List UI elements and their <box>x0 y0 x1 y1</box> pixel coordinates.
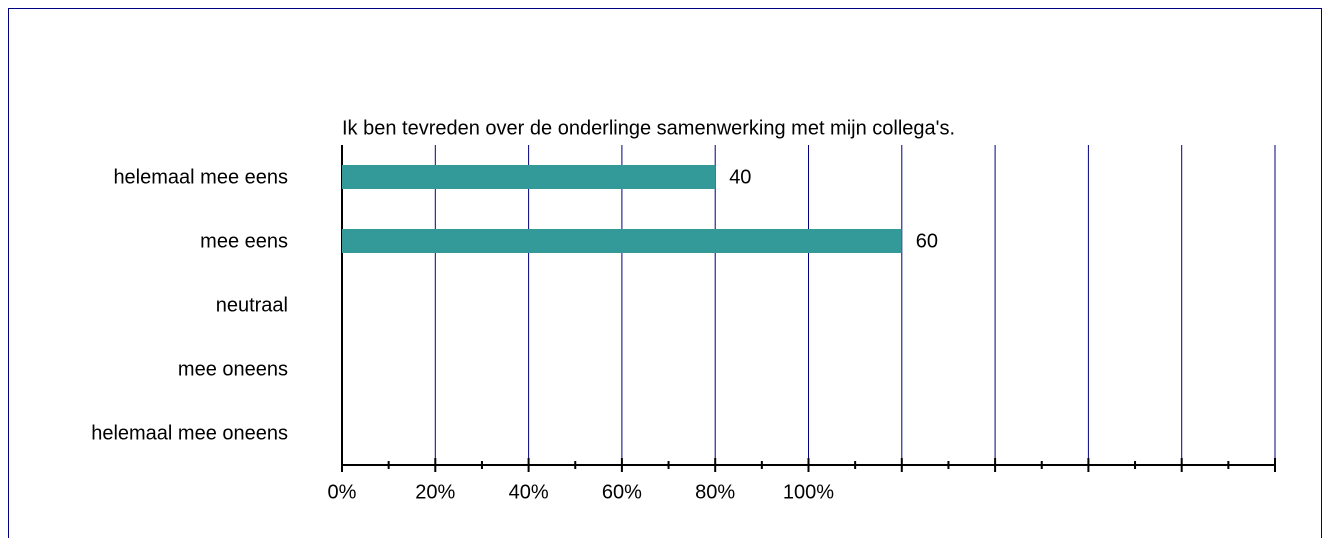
chart-title: Ik ben tevreden over de onderlinge samen… <box>342 117 955 139</box>
x-tick-label: 80% <box>695 481 735 503</box>
bar <box>342 165 716 189</box>
y-tick-label: neutraal <box>216 294 288 316</box>
bar <box>342 229 902 253</box>
y-tick-label: mee oneens <box>178 358 288 380</box>
y-tick-label: helemaal mee oneens <box>91 422 288 444</box>
x-tick-label: 20% <box>415 481 455 503</box>
data-label: 60 <box>916 230 938 252</box>
data-label: 40 <box>729 166 751 188</box>
x-tick-label: 100% <box>783 481 834 503</box>
x-tick-label: 60% <box>602 481 642 503</box>
y-tick-label: helemaal mee eens <box>113 166 288 188</box>
y-tick-label: mee eens <box>200 230 288 252</box>
x-tick-label: 40% <box>509 481 549 503</box>
x-tick-label: 0% <box>328 481 357 503</box>
